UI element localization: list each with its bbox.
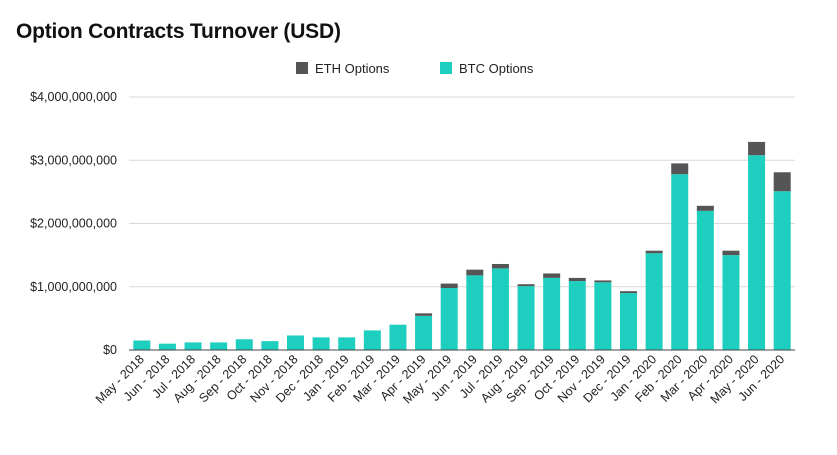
bar-btc	[568, 281, 586, 350]
bar-eth	[466, 269, 484, 276]
bar-btc	[773, 191, 791, 350]
bar-btc	[543, 277, 561, 350]
legend-label-btc: BTC Options	[459, 61, 534, 76]
bar-btc	[440, 288, 458, 350]
bar-btc	[671, 174, 689, 350]
bar-eth	[748, 141, 766, 156]
bar-btc	[645, 253, 663, 350]
bar-btc	[363, 330, 381, 350]
bar-eth	[773, 172, 791, 192]
bar-btc	[491, 268, 509, 350]
bar-btc	[338, 337, 356, 350]
y-tick-label: $3,000,000,000	[30, 153, 117, 167]
bar-btc	[210, 342, 228, 350]
bar-btc	[620, 293, 637, 350]
bar-eth	[543, 273, 561, 278]
chart-title: Option Contracts Turnover (USD)	[16, 20, 341, 43]
bar-btc	[594, 282, 612, 350]
bar-eth	[620, 291, 637, 294]
bar-eth	[440, 283, 458, 289]
bar-btc	[722, 255, 740, 350]
bar-btc	[517, 286, 535, 350]
bar-btc	[133, 340, 151, 350]
bar-eth	[517, 284, 535, 287]
y-tick-label: $1,000,000,000	[30, 280, 117, 294]
bar-eth	[415, 313, 433, 316]
bar-eth	[568, 277, 586, 282]
bar-btc	[184, 342, 202, 350]
bar-eth	[491, 263, 509, 269]
bar-btc	[158, 343, 176, 350]
y-tick-label: $0	[103, 343, 117, 357]
legend-label-eth: ETH Options	[315, 61, 390, 76]
bar-btc	[261, 341, 279, 350]
bar-btc	[466, 275, 484, 350]
bar-eth	[645, 250, 663, 254]
legend-swatch-eth	[296, 62, 308, 74]
bar-eth	[696, 205, 714, 211]
bar-btc	[748, 155, 766, 350]
bar-btc	[389, 324, 407, 350]
y-tick-label: $2,000,000,000	[30, 217, 117, 231]
bar-eth	[594, 280, 612, 283]
bar-btc	[312, 337, 330, 350]
legend-swatch-btc	[440, 62, 452, 74]
y-tick-label: $4,000,000,000	[30, 90, 117, 104]
bar-btc	[287, 335, 304, 350]
bar-eth	[671, 163, 689, 175]
bar-btc	[415, 315, 433, 350]
bar-btc	[696, 210, 714, 350]
bar-eth	[722, 250, 740, 256]
bar-btc	[235, 339, 253, 350]
